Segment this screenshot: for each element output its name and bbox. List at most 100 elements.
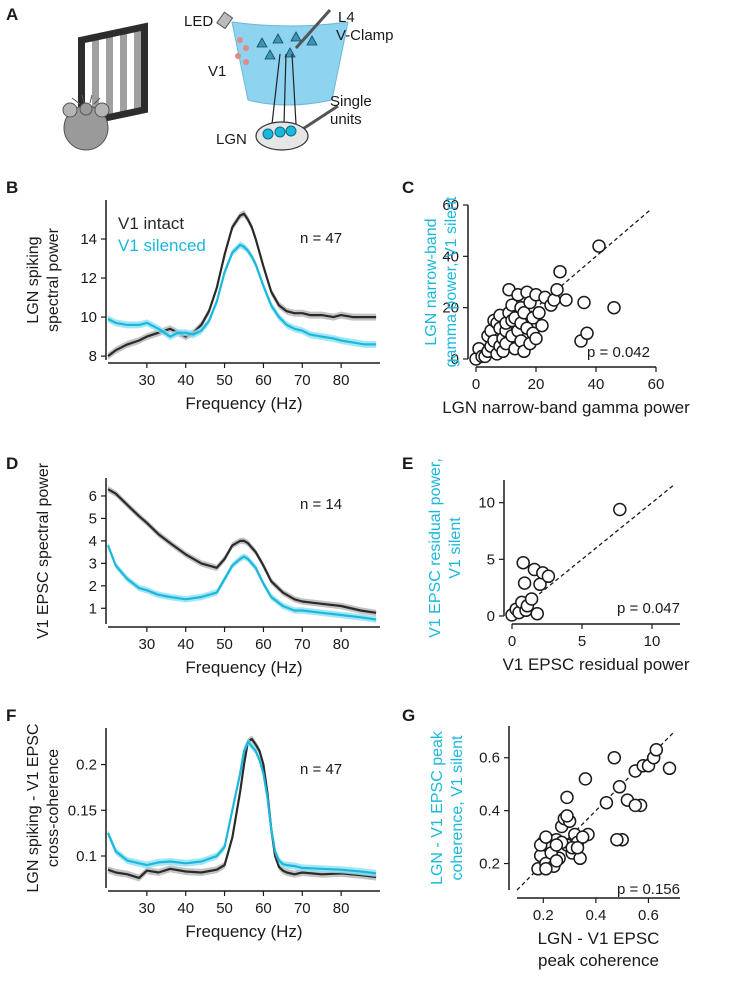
b-x-tick-label: 40 (177, 372, 194, 389)
chart-g-coherence-scatter: 0.2 0.4 0.6 0.2 0.4 0.6 LGN - V1 EPSC peak cohe… (429, 726, 680, 970)
c-x-tick-label: 40 (588, 376, 605, 393)
g-scatter-point (549, 854, 564, 868)
c-scatter-point (577, 295, 591, 310)
chart-e-epsc-residual-scatter: 0 5 10 0 5 10 V1 EPSC residual power V1 EPSC re… (427, 458, 690, 674)
b-x-axis-label: Frequency (Hz) (185, 394, 302, 413)
e-scatter-point (541, 569, 556, 584)
e-scatter-point (516, 555, 530, 570)
b-x-tick-label: 50 (216, 372, 233, 389)
d-annotation: n = 14 (300, 496, 342, 513)
f-x-tick-label: 50 (216, 900, 233, 917)
g-annotation: p = 0.156 (617, 881, 680, 898)
d-y-tick-label: 6 (89, 488, 97, 505)
g-y-axis-label: coherence, V1 silent (449, 735, 466, 881)
g-scatter-point (612, 780, 627, 794)
c-x-axis-label: LGN narrow-band gamma power (442, 398, 690, 417)
panel-label-g: G (402, 706, 415, 725)
g-scatter-point (649, 743, 664, 757)
f-x-axis-label: Frequency (Hz) (185, 922, 302, 941)
c-y-tick-label: 40 (442, 248, 459, 265)
e-x-axis-label: V1 EPSC residual power (502, 655, 689, 674)
chart-f-cross-coherence: 30 40 50 60 70 80 0.1 0.15 0.2 Frequency (Hz) LGN … (25, 724, 380, 941)
b-y-tick-label: 10 (80, 309, 97, 326)
f-x-tick-label: 30 (139, 900, 156, 917)
e-y-tick-label: 0 (487, 608, 495, 625)
b-y-tick-label: 12 (80, 270, 97, 287)
e-scatter-point (530, 606, 544, 621)
g-scatter-point (599, 795, 614, 810)
e-x-tick-label: 10 (644, 633, 661, 650)
g-scatter-point (610, 832, 624, 847)
f-x-tick-label: 40 (177, 900, 194, 917)
units-label: units (330, 111, 362, 128)
e-annotation: p = 0.047 (617, 600, 680, 617)
b-x-tick-label: 70 (294, 372, 311, 389)
g-scatter-point (607, 750, 622, 765)
f-y-axis-label: cross-coherence (45, 749, 62, 867)
g-x-tick-label: 0.2 (533, 907, 554, 924)
f-y-tick-label: 0.15 (68, 802, 97, 819)
e-x-tick-label: 0 (508, 633, 516, 650)
g-scatter-point (578, 772, 593, 786)
g-scatter-point (539, 862, 553, 876)
c-x-tick-label: 0 (472, 376, 480, 393)
g-x-axis-label: peak coherence (538, 951, 659, 970)
d-y-tick-label: 1 (89, 600, 97, 617)
c-x-tick-label: 60 (648, 376, 665, 393)
d-y-tick-label: 5 (89, 510, 97, 527)
c-scatter-point (559, 293, 573, 307)
c-scatter-point (592, 239, 606, 253)
b-y-tick-label: 8 (89, 348, 97, 365)
e-y-axis-label: V1 EPSC residual power, (427, 458, 444, 638)
e-x-tick-label: 5 (578, 633, 586, 650)
single-label: Single (330, 93, 372, 110)
mouse-icon (62, 94, 110, 151)
g-x-tick-label: 0.4 (585, 907, 606, 924)
g-y-tick-label: 0.4 (479, 803, 500, 820)
vclamp-label: V-Clamp (336, 27, 394, 44)
d-x-axis-label: Frequency (Hz) (185, 658, 302, 677)
b-x-tick-label: 80 (333, 372, 350, 389)
experiment-schematic: LED L4 V-Clamp V1 Single units LGN (62, 8, 394, 151)
d-x-tick-label: 80 (333, 636, 350, 653)
c-scatter-point (529, 331, 543, 346)
c-scatter-point (553, 264, 567, 279)
g-scatter-point (539, 830, 553, 844)
b-annotation: n = 47 (300, 230, 342, 247)
f-y-axis-label: LGN spiking - V1 EPSC (25, 724, 42, 893)
b-legend-intact: V1 intact (118, 214, 184, 233)
b-legend-silenced: V1 silenced (118, 236, 206, 255)
e-scatter-point (613, 502, 627, 517)
b-y-axis-label: spectral power (45, 227, 62, 332)
g-scatter-point (560, 809, 574, 823)
f-y-tick-label: 0.2 (76, 757, 97, 774)
f-x-tick-label: 60 (255, 900, 272, 917)
d-x-tick-label: 40 (177, 636, 194, 653)
chart-b-lgn-spectral-power: 30 40 50 60 70 80 8 10 12 14 Frequency (Hz) LGN spi… (25, 200, 380, 413)
panel-label-a: A (6, 5, 18, 24)
panel-label-d: D (6, 454, 18, 473)
c-scatter-point (535, 318, 549, 333)
g-scatter-point (549, 838, 564, 852)
d-intact-line (107, 488, 377, 614)
b-y-tick-label: 14 (80, 231, 97, 248)
d-y-axis-label: V1 EPSC spectral power (35, 462, 52, 639)
c-y-tick-label: 60 (442, 197, 459, 214)
e-y-axis-label: V1 silent (447, 517, 464, 579)
panel-label-e: E (402, 454, 413, 473)
b-y-axis-label: LGN spiking (25, 236, 42, 323)
c-scatter-point (607, 300, 621, 315)
chart-d-epsc-spectral-power: 30 40 50 60 70 80 1 2 3 4 5 6 Frequency (Hz) V1 EPSC … (35, 462, 380, 677)
d-y-tick-label: 3 (89, 555, 97, 572)
c-scatter-point (550, 282, 564, 297)
d-y-tick-label: 4 (89, 533, 97, 550)
b-x-tick-label: 60 (255, 372, 272, 389)
lgn-label: LGN (216, 131, 247, 148)
g-y-tick-label: 0.2 (479, 856, 500, 873)
grating-stimulus-icon (78, 22, 148, 128)
g-scatter-point (570, 840, 585, 855)
d-y-tick-label: 2 (89, 578, 97, 595)
g-x-axis-label: LGN - V1 EPSC (538, 929, 660, 948)
f-annotation: n = 47 (300, 761, 342, 778)
